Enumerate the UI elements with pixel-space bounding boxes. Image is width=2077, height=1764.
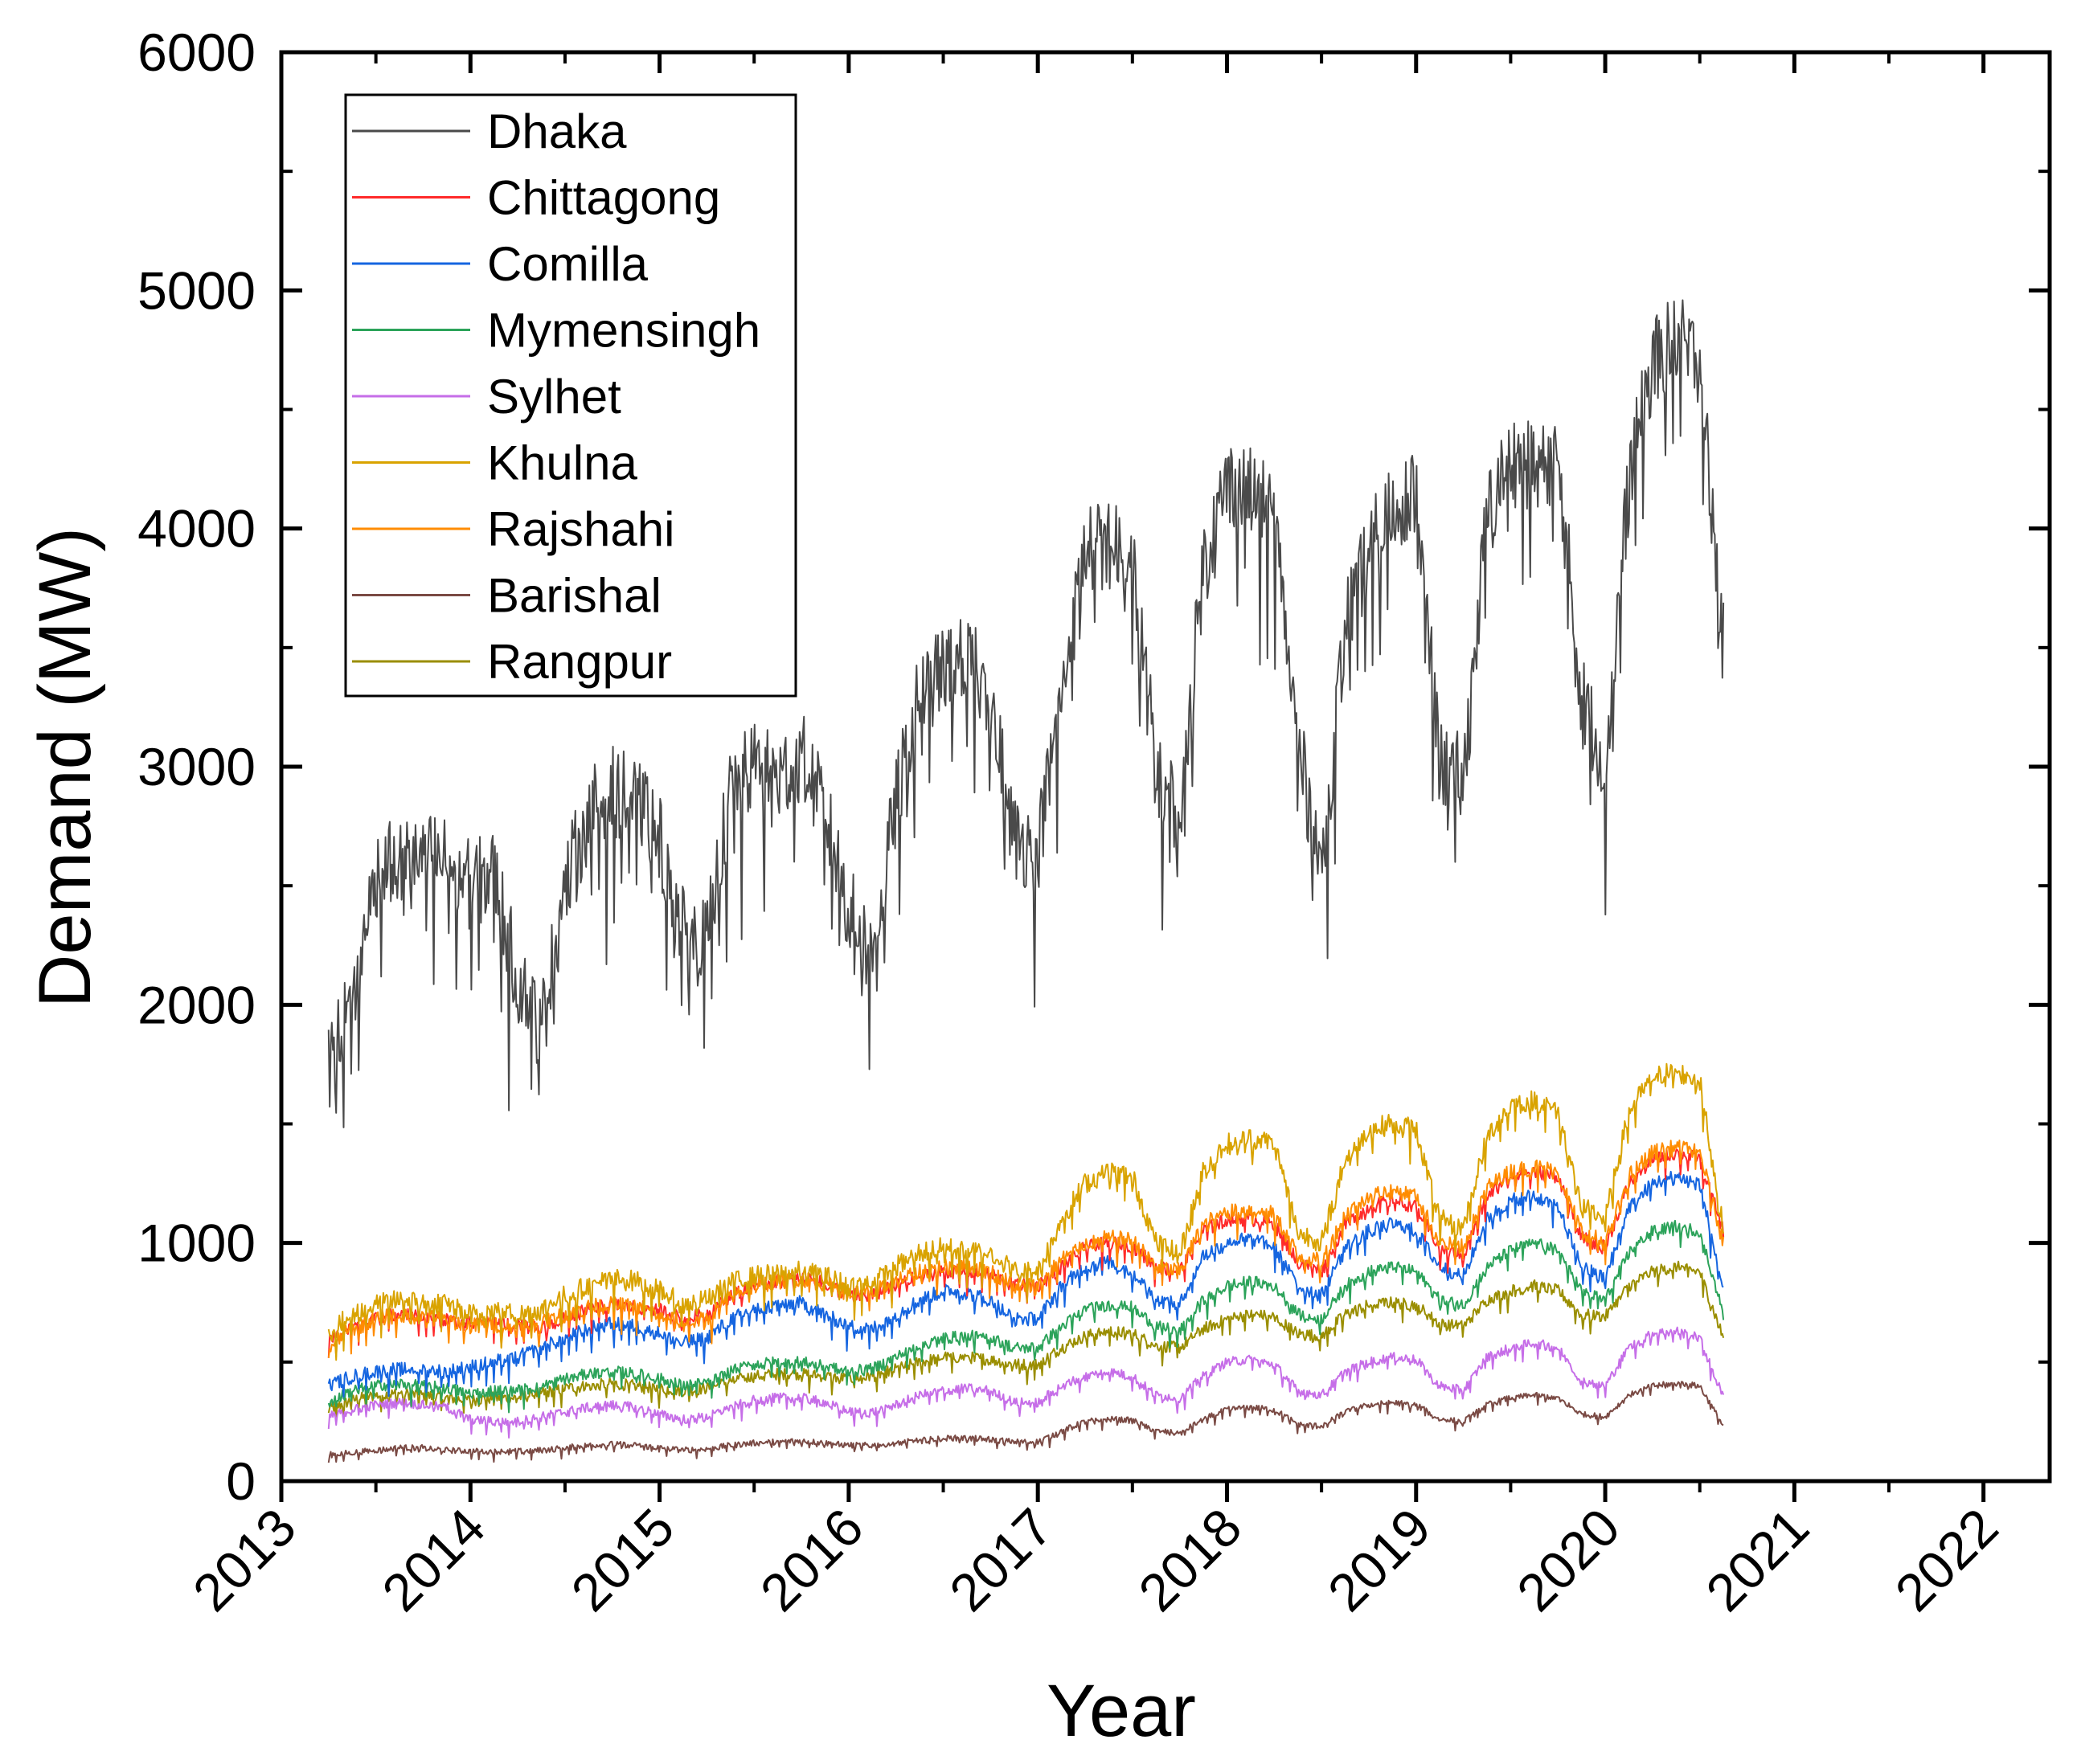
y-tick-label: 5000 bbox=[137, 260, 256, 320]
series-line-barishal bbox=[327, 1381, 1724, 1463]
x-tick-label: 2015 bbox=[559, 1497, 685, 1623]
legend-label-rangpur: Rangpur bbox=[487, 635, 672, 689]
series-line-sylhet bbox=[327, 1326, 1725, 1439]
x-tick-label: 2013 bbox=[182, 1497, 307, 1623]
x-tick-label: 2017 bbox=[938, 1497, 1063, 1623]
x-tick-label: 2020 bbox=[1506, 1497, 1631, 1623]
x-tick-label: 2014 bbox=[371, 1497, 496, 1623]
x-tick-label: 2021 bbox=[1694, 1497, 1820, 1623]
series-layer bbox=[327, 299, 1725, 1463]
legend-label-khulna: Khulna bbox=[487, 436, 637, 490]
legend-label-dhaka: Dhaka bbox=[487, 104, 627, 158]
y-tick-label: 0 bbox=[226, 1451, 256, 1511]
series-line-rangpur bbox=[327, 1260, 1725, 1422]
y-tick-label: 2000 bbox=[137, 975, 256, 1034]
y-tick-label: 3000 bbox=[137, 737, 256, 796]
series-line-dhaka bbox=[327, 299, 1725, 1128]
legend: Dhaka Chittagong Comilla Mymensingh Sylhet Kh… bbox=[344, 93, 797, 698]
legend-label-sylhet: Sylhet bbox=[487, 370, 621, 424]
legend-label-mymensingh: Mymensingh bbox=[487, 304, 760, 358]
y-tick-label: 6000 bbox=[137, 23, 256, 82]
series-line-mymensingh bbox=[327, 1219, 1725, 1414]
series-line-khulna bbox=[327, 1062, 1725, 1361]
y-axis-title: Demand (MW) bbox=[24, 527, 106, 1008]
legend-label-chittagong: Chittagong bbox=[487, 171, 720, 225]
y-tick-label: 1000 bbox=[137, 1214, 256, 1273]
x-axis-title: Year bbox=[1047, 1670, 1196, 1752]
y-tick-label: 4000 bbox=[137, 499, 256, 559]
x-tick-label: 2016 bbox=[749, 1497, 875, 1623]
legend-label-comilla: Comilla bbox=[487, 237, 649, 291]
x-tick-label: 2022 bbox=[1883, 1497, 2009, 1623]
series-line-comilla bbox=[327, 1170, 1724, 1398]
x-tick-label: 2019 bbox=[1317, 1497, 1442, 1623]
legend-label-rajshahi: Rajshahi bbox=[487, 502, 674, 556]
x-tick-label: 2018 bbox=[1127, 1497, 1252, 1623]
legend-label-barishal: Barishal bbox=[487, 569, 662, 623]
